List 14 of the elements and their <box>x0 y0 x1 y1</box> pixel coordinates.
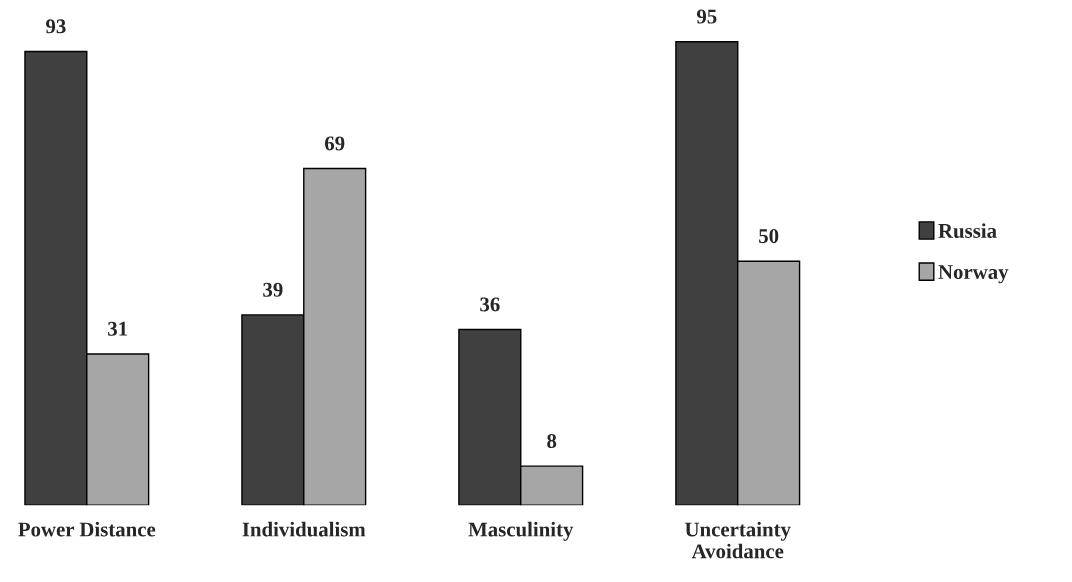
legend-label: Norway <box>938 265 1009 284</box>
legend-label: Russia <box>938 223 997 238</box>
data-label: 50 <box>759 229 779 244</box>
data-label: 95 <box>696 9 717 24</box>
data-label: 31 <box>108 321 128 336</box>
data-label: 69 <box>324 136 345 151</box>
data-label: 8 <box>547 433 557 449</box>
data-label: 39 <box>263 282 283 297</box>
x-tick-label: Individualism <box>242 521 366 537</box>
x-tick-label: Power Distance <box>18 521 156 537</box>
x-tick-label: Masculinity <box>468 521 574 541</box>
x-tick-label: Uncertainty Avoidance <box>685 521 791 559</box>
data-label: 36 <box>480 297 500 312</box>
data-label: 93 <box>46 19 66 34</box>
